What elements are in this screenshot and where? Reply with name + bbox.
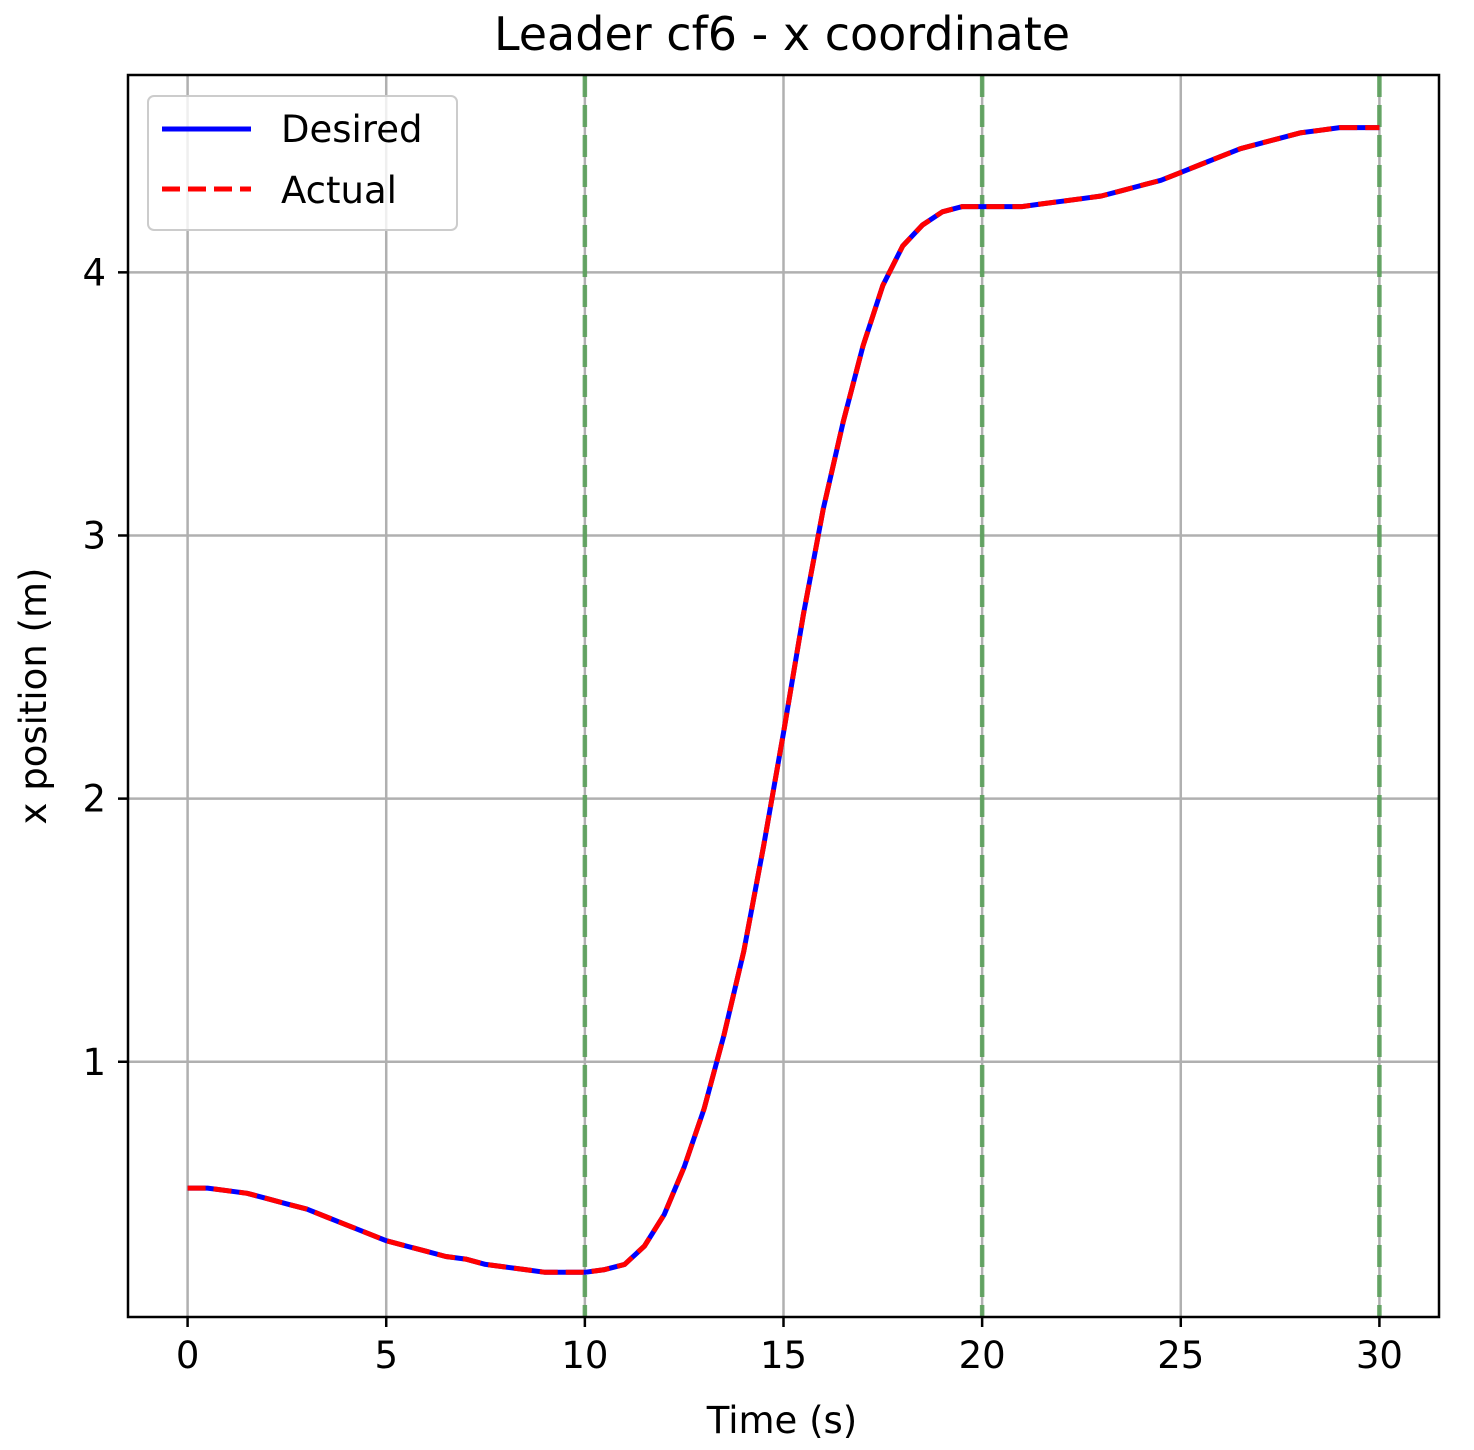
y-tick-label: 1 [82,1041,106,1084]
x-axis-label: Time (s) [706,1399,857,1442]
y-tick-label: 4 [82,251,106,294]
y-axis-label: x position (m) [12,568,55,825]
x-tick-label: 20 [959,1334,1006,1377]
legend-label-actual: Actual [281,169,397,212]
legend: Desired Actual [147,95,458,231]
phase-boundary-lines [582,75,1382,1317]
x-tick-label: 0 [176,1334,200,1377]
x-tick-label: 30 [1356,1334,1403,1377]
chart-title: Leader cf6 - x coordinate [494,7,1070,61]
series-lines [187,125,1380,1275]
legend-label-desired: Desired [281,108,422,151]
y-tick-label: 3 [82,514,106,557]
x-tick-label: 10 [561,1334,608,1377]
y-tick-label: 2 [82,778,106,821]
x-tick-label: 5 [374,1334,398,1377]
axis-ticks: 0 5 10 15 20 25 30 1 2 3 4 [82,251,1403,1377]
series-line-actual [187,125,1380,1275]
x-tick-label: 25 [1157,1334,1204,1377]
x-tick-label: 15 [760,1334,807,1377]
